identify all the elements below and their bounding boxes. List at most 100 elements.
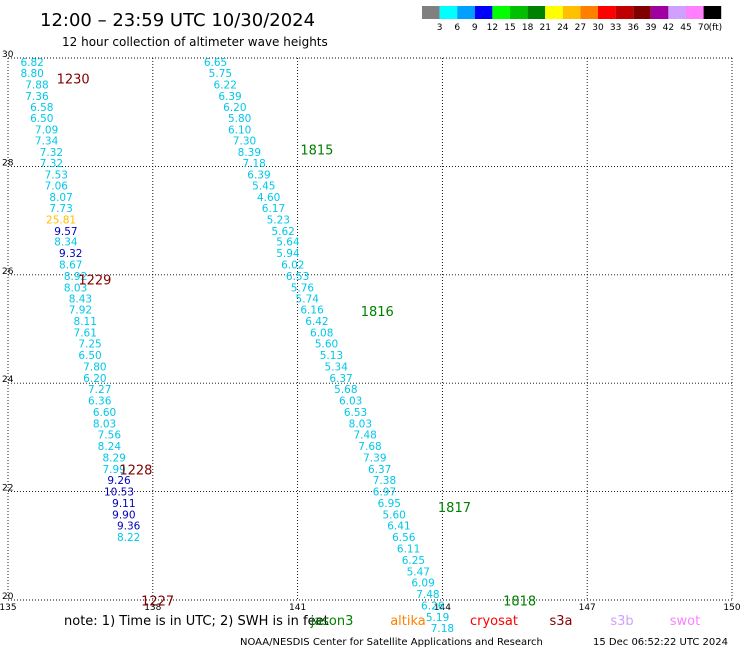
data-point-label: 7.92 <box>69 304 92 316</box>
data-point-label: 6.20 <box>83 373 106 385</box>
data-point-label: 6.26 <box>421 600 445 612</box>
legend-swatch <box>668 6 686 19</box>
legend-label: 33 <box>610 23 621 33</box>
footer-note: note: 1) Time is in UTC; 2) SWH is in fe… <box>64 614 329 629</box>
data-point-label: 7.88 <box>25 80 48 92</box>
data-point-label: 7.27 <box>88 384 111 396</box>
legend-label: 27 <box>575 23 586 33</box>
data-point-label: 6.56 <box>392 532 416 544</box>
data-point-label: 7.48 <box>353 430 376 442</box>
data-point-label: 5.94 <box>276 248 300 260</box>
data-point-label: 7.80 <box>83 361 106 373</box>
legend-swatch <box>474 6 493 19</box>
data-point-label: 6.02 <box>281 260 304 272</box>
data-point-label: 8.43 <box>69 294 92 306</box>
data-point-label: 7.53 <box>45 170 68 182</box>
data-point-label: 8.80 <box>20 68 43 80</box>
data-point-label: 6.42 <box>305 316 328 328</box>
data-point-label: 6.10 <box>228 125 251 137</box>
legend-swatch <box>580 6 598 19</box>
data-point-label: 6.53 <box>286 271 309 283</box>
data-point-label: 10.53 <box>104 487 134 499</box>
satellite-legend-item: s3a <box>549 614 572 629</box>
data-point-label: 6.37 <box>329 373 352 385</box>
data-point-label: 7.18 <box>242 158 265 170</box>
data-point-label: 8.39 <box>238 147 261 159</box>
data-point-label: 6.25 <box>402 555 425 567</box>
y-tick-label: 30 <box>2 50 14 60</box>
pass-time-label: 1229 <box>78 274 111 289</box>
legend-label: 45 <box>680 23 691 33</box>
data-point-label: 6.95 <box>378 498 401 510</box>
legend-label: 42 <box>663 23 674 33</box>
legend-label: 70 <box>698 23 710 33</box>
data-point-label: 8.29 <box>102 452 125 464</box>
data-point-label: 6.97 <box>373 487 396 499</box>
data-point-label: 5.74 <box>296 294 320 306</box>
legend-swatch <box>439 6 458 19</box>
data-point-label: 5.45 <box>252 180 275 192</box>
data-point-label: 5.75 <box>209 68 232 80</box>
data-point-label: 6.41 <box>387 521 410 533</box>
data-point-label: 6.37 <box>368 464 391 476</box>
footer-generated: 15 Dec 06:52:22 UTC 2024 <box>593 637 728 648</box>
data-point-label: 7.32 <box>40 147 63 159</box>
data-point-label: 7.34 <box>35 135 59 147</box>
x-tick-label: 141 <box>289 603 306 613</box>
y-tick-label: 26 <box>2 267 14 277</box>
data-point-label: 7.25 <box>78 339 101 351</box>
pass-time-label: 1815 <box>300 144 333 159</box>
y-tick-label: 22 <box>2 484 13 494</box>
data-point-label: 6.65 <box>204 57 227 69</box>
legend-swatch <box>527 6 546 19</box>
legend-label: 15 <box>504 23 515 33</box>
data-point-label: 5.34 <box>325 361 349 373</box>
data-point-label: 6.82 <box>20 57 43 69</box>
legend-label: 3 <box>437 23 443 33</box>
x-tick-label: 135 <box>0 603 17 613</box>
satellite-legend-item: jason3 <box>310 614 354 629</box>
legend-swatch <box>457 6 475 19</box>
chart-subtitle: 12 hour collection of altimeter wave hei… <box>62 35 328 49</box>
legend-swatch <box>650 6 669 19</box>
data-point-label: 7.73 <box>49 203 72 215</box>
pass-time-label: 1816 <box>361 305 394 320</box>
legend-label: 30 <box>592 23 604 33</box>
data-point-label: 6.11 <box>397 544 420 556</box>
data-point-label: 6.36 <box>88 396 112 408</box>
data-point-label: 8.92 <box>64 271 87 283</box>
data-point-label: 6.09 <box>411 578 434 590</box>
data-point-label: 6.53 <box>344 407 367 419</box>
x-tick-label: 138 <box>144 603 161 613</box>
legend-label: 24 <box>557 23 569 33</box>
satellite-legend-item: cryosat <box>470 614 518 629</box>
legend-label: 36 <box>627 23 639 33</box>
data-point-label: 6.16 <box>300 304 324 316</box>
data-point-label: 6.60 <box>93 407 116 419</box>
satellite-legend-item: s3b <box>610 614 633 629</box>
legend-swatch <box>562 6 581 19</box>
x-tick-label: 147 <box>579 603 596 613</box>
pass-time-label: 1817 <box>438 501 471 516</box>
legend-label: 39 <box>645 23 657 33</box>
x-tick-label: 144 <box>434 603 451 613</box>
legend-swatch <box>703 6 722 19</box>
data-point-label: 5.64 <box>276 237 300 249</box>
data-point-label: 9.26 <box>107 475 131 487</box>
data-point-label: 7.36 <box>25 91 49 103</box>
legend-swatch <box>422 6 440 19</box>
data-point-label: 9.32 <box>59 248 82 260</box>
data-point-label: 7.48 <box>416 589 439 601</box>
data-point-label: 5.62 <box>271 226 294 238</box>
data-point-label: 7.68 <box>358 441 381 453</box>
data-point-label: 7.06 <box>45 180 69 192</box>
legend-swatch <box>545 6 563 19</box>
data-point-label: 8.22 <box>117 532 140 544</box>
y-tick-label: 28 <box>2 158 14 168</box>
data-point-label: 6.58 <box>30 102 53 114</box>
legend-swatch <box>686 6 704 19</box>
data-point-label: 6.50 <box>30 113 53 125</box>
data-point-label: 6.03 <box>339 396 362 408</box>
